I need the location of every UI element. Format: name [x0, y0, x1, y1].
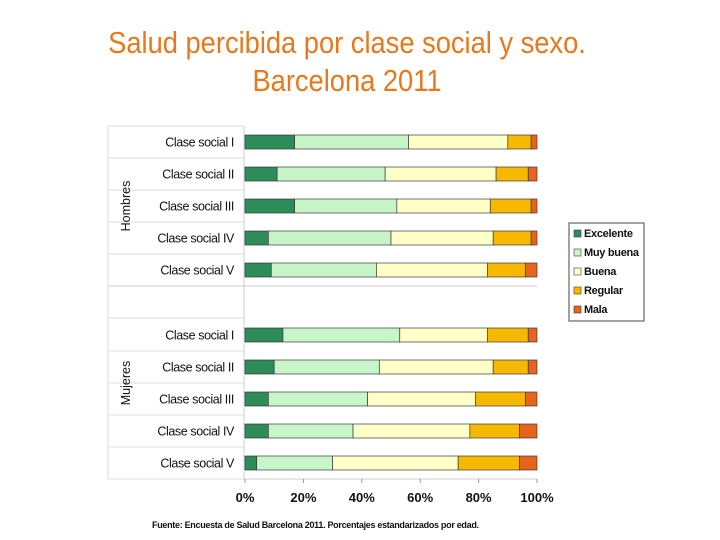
bar-segment-mala [527, 166, 538, 182]
bar-segment-mala [524, 391, 538, 407]
bar-segment-buena [332, 455, 459, 471]
bar-segment-regular [495, 166, 529, 182]
bar-segment-muy-buena [294, 198, 398, 214]
legend-swatch [573, 305, 582, 314]
group-label-mujeres: Mujeres [119, 361, 133, 405]
bar-segment-excelente [244, 134, 295, 150]
bar-segment-regular [487, 262, 526, 278]
x-tick-label: 100% [520, 490, 554, 505]
chart-title: Salud percibida por clase social y sexo.… [42, 24, 653, 100]
bar-segment-muy-buena [294, 134, 409, 150]
category-label: Clase social I [165, 329, 234, 343]
bar-segment-regular [489, 198, 532, 214]
bar-segment-mala [519, 455, 538, 471]
bar-segment-regular [507, 134, 532, 150]
category-label: Clase social V [160, 264, 235, 278]
legend-swatch [573, 229, 582, 238]
x-tick-label: 20% [290, 490, 316, 505]
legend-swatch [573, 267, 582, 276]
bar-segment-regular [475, 391, 526, 407]
legend-swatch [573, 286, 582, 295]
bar-segment-excelente [244, 391, 269, 407]
bar-segment-muy-buena [268, 230, 392, 246]
legend-label: Mala [584, 304, 608, 316]
bar-segment-regular [487, 327, 529, 343]
category-label: Clase social II [162, 361, 234, 375]
bar-segment-buena [390, 230, 494, 246]
bar-segment-regular [457, 455, 520, 471]
legend-label: Buena [584, 266, 617, 278]
bar-segment-excelente [244, 262, 272, 278]
bar-segment-excelente [244, 423, 269, 439]
bar-segment-excelente [244, 359, 275, 375]
bar-segment-mala [530, 198, 538, 214]
legend-swatch [573, 248, 582, 257]
bar-segment-mala [530, 134, 538, 150]
category-label: Clase social II [162, 168, 234, 182]
bar-segment-excelente [244, 198, 295, 214]
bar-segment-muy-buena [268, 391, 368, 407]
bar-segment-regular [492, 230, 532, 246]
x-tick-label: 60% [407, 490, 433, 505]
category-label: Clase social IV [157, 425, 235, 439]
bar-segment-regular [469, 423, 520, 439]
bar-segment-muy-buena [282, 327, 401, 343]
title-line-2: Barcelona 2011 [252, 63, 442, 98]
legend-label: Muy buena [584, 247, 640, 259]
bar-segment-excelente [244, 166, 278, 182]
bar-segment-regular [492, 359, 529, 375]
bar-segment-buena [396, 198, 491, 214]
x-tick-label: 40% [349, 490, 375, 505]
bar-segment-buena [367, 391, 477, 407]
source-note: Fuente: Encuesta de Salud Barcelona 2011… [152, 520, 479, 530]
bar-segment-excelente [244, 455, 258, 471]
bar-segment-muy-buena [273, 359, 380, 375]
bar-segment-muy-buena [268, 423, 354, 439]
bar-segment-buena [376, 262, 488, 278]
category-label: Clase social III [159, 393, 234, 407]
bar-segment-excelente [244, 230, 269, 246]
legend-box [568, 222, 645, 322]
x-tick-label: 80% [466, 490, 492, 505]
bar-segment-muy-buena [270, 262, 377, 278]
bar-segment-buena [384, 166, 497, 182]
bar-segment-mala [527, 359, 538, 375]
x-tick-label: 0% [236, 490, 255, 505]
title-line-1: Salud percibida por clase social y sexo. [108, 25, 586, 60]
legend-label: Regular [584, 285, 624, 297]
bar-segment-buena [352, 423, 471, 439]
category-label: Clase social IV [157, 232, 235, 246]
category-label: Clase social III [159, 200, 234, 214]
bar-segment-mala [530, 230, 538, 246]
bar-segment-buena [408, 134, 509, 150]
group-label-hombres: Hombres [119, 181, 133, 232]
bar-segment-excelente [244, 327, 284, 343]
legend-label: Excelente [584, 228, 633, 240]
bar-segment-mala [524, 262, 538, 278]
bar-segment-mala [519, 423, 538, 439]
bar-segment-muy-buena [256, 455, 333, 471]
bar-segment-buena [399, 327, 488, 343]
bar-segment-muy-buena [276, 166, 386, 182]
bar-segment-mala [527, 327, 538, 343]
bar-segment-buena [378, 359, 494, 375]
category-label: Clase social V [160, 457, 235, 471]
category-label: Clase social I [165, 136, 234, 150]
